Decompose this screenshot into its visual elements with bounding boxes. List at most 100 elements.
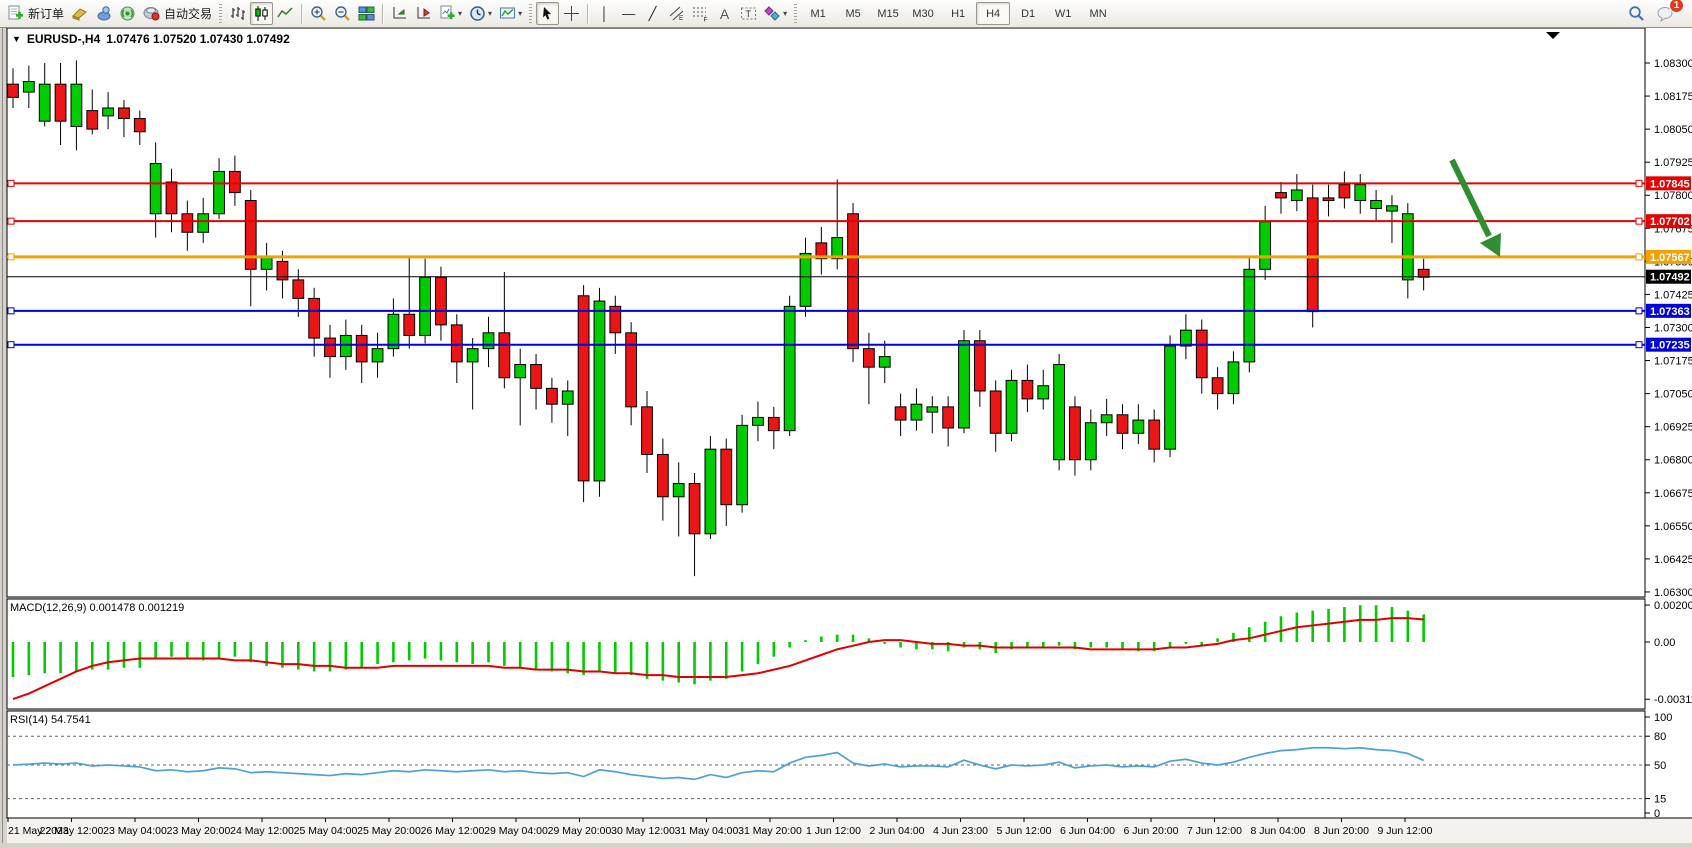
time-axis-label: 7 Jun 12:00 xyxy=(1187,825,1242,837)
time-axis-label: 29 May 20:00 xyxy=(548,825,612,837)
chart-symbol-period: EURUSD-,H4 xyxy=(26,32,101,46)
candle-body xyxy=(973,340,986,392)
channel-button[interactable]: E xyxy=(665,2,688,25)
new-chart-button[interactable]: ▾ xyxy=(436,2,465,25)
time-axis-label: 4 Jun 23:00 xyxy=(933,825,988,837)
timeframe-button-H1[interactable]: H1 xyxy=(951,7,966,20)
candle-body xyxy=(847,213,859,350)
chat-bubble-icon xyxy=(1657,7,1673,22)
line-anchor[interactable] xyxy=(1635,253,1643,261)
candle-body xyxy=(546,387,558,405)
price-tag xyxy=(1646,269,1691,284)
candle-body xyxy=(1069,406,1081,461)
text-label-button[interactable]: T xyxy=(737,2,760,25)
candle-body xyxy=(102,107,114,117)
timeframe-button-M15[interactable]: M15 xyxy=(877,7,899,20)
candle-body xyxy=(752,416,764,426)
fibonacci-button[interactable]: F xyxy=(689,2,712,25)
candle-body xyxy=(482,332,495,350)
chart-dropdown-icon[interactable]: ▼ xyxy=(12,34,21,44)
candle-body xyxy=(1227,361,1240,395)
search-button[interactable] xyxy=(1625,2,1648,25)
timeframe-button-M30[interactable]: M30 xyxy=(912,7,934,20)
candle-body xyxy=(387,313,400,350)
candle-body xyxy=(118,107,130,120)
chart-canvas[interactable]: 1.083001.081751.080501.079251.078001.076… xyxy=(0,27,1692,843)
line-anchor[interactable] xyxy=(1635,341,1643,349)
notifications-button[interactable]: 1 xyxy=(1654,0,1684,25)
timeframe-button-H4[interactable]: H4 xyxy=(976,2,1011,25)
toolbar-grip xyxy=(219,3,223,24)
toolbar-separator xyxy=(587,3,590,24)
line-anchor[interactable] xyxy=(7,307,15,315)
line-anchor[interactable] xyxy=(1635,307,1643,315)
periods-button[interactable]: ▾ xyxy=(466,2,495,25)
line-anchor[interactable] xyxy=(7,217,15,225)
arrows-icon xyxy=(764,6,780,21)
time-axis-label: 29 May 04:00 xyxy=(484,825,548,837)
horizontal-line-button[interactable]: — xyxy=(617,2,640,25)
time-axis-label: 24 May 12:00 xyxy=(230,825,294,837)
timeframe-button-M1[interactable]: M1 xyxy=(810,7,826,20)
timeframe-button-D1[interactable]: D1 xyxy=(1021,7,1036,20)
trendline-button[interactable]: ╱ xyxy=(641,2,664,25)
new-order-button[interactable]: 新订单 xyxy=(4,2,67,25)
candle-body xyxy=(863,348,875,368)
chart-area: 1.08300 1.08175 1.08050 1.07925 1.07800 1.076… xyxy=(0,27,1692,843)
indicators-button[interactable]: ▾ xyxy=(496,2,525,25)
cursor-button[interactable] xyxy=(536,2,560,25)
candlestick-chart-button[interactable] xyxy=(250,2,274,25)
candle-body xyxy=(514,364,527,379)
crosshair-button[interactable] xyxy=(560,2,583,25)
candle-body xyxy=(70,83,83,127)
zoom-in-button[interactable] xyxy=(307,2,330,25)
line-anchor[interactable] xyxy=(1635,217,1643,225)
candle-body xyxy=(656,453,669,498)
indicators-icon xyxy=(500,7,516,19)
candle-body xyxy=(466,348,479,363)
trend-arrow-annotation[interactable] xyxy=(1449,158,1501,257)
tile-windows-button[interactable] xyxy=(355,2,378,25)
macd-label: MACD(12,26,9) 0.001478 0.001219 xyxy=(10,602,185,614)
line-chart-button[interactable] xyxy=(274,2,297,25)
auto-scroll-button[interactable] xyxy=(388,2,411,25)
candle-body xyxy=(1417,268,1430,278)
line-anchor[interactable] xyxy=(7,341,15,349)
toolbar-grip xyxy=(529,3,533,24)
signal-icon xyxy=(120,6,135,21)
line-anchor[interactable] xyxy=(7,253,15,261)
candle-body xyxy=(308,297,321,339)
timeframe-button-M5[interactable]: M5 xyxy=(845,7,861,20)
cursor-icon xyxy=(543,7,552,20)
chart-shift-marker[interactable] xyxy=(1546,32,1560,39)
line-anchor[interactable] xyxy=(1635,179,1643,187)
auto-trading-label: 自动交易 xyxy=(164,7,213,21)
auto-trading-button[interactable]: 自动交易 xyxy=(140,2,215,25)
candle-body xyxy=(403,313,416,336)
community-button[interactable] xyxy=(92,2,115,25)
zoom-out-button[interactable] xyxy=(331,2,354,25)
price-tick-label: 1.06675 xyxy=(1654,488,1692,500)
candle-body xyxy=(1037,385,1050,400)
signals-button[interactable] xyxy=(116,2,139,25)
vertical-line-button[interactable]: │ xyxy=(593,2,616,25)
tile-windows-icon xyxy=(358,6,375,21)
text-button[interactable]: A xyxy=(713,2,736,25)
arrows-button[interactable]: ▾ xyxy=(761,2,790,25)
zoom-in-icon xyxy=(311,6,326,21)
candle-body xyxy=(1164,345,1176,450)
line-anchor[interactable] xyxy=(7,179,15,187)
timeframe-button-W1[interactable]: W1 xyxy=(1054,7,1072,20)
candle-body xyxy=(641,406,653,455)
candle-body xyxy=(926,406,939,413)
bar-chart-button[interactable] xyxy=(226,2,249,25)
timeframe-button-MN[interactable]: MN xyxy=(1089,7,1107,20)
chart-shift-button[interactable] xyxy=(412,2,435,25)
price-tick-label: 1.07050 xyxy=(1654,389,1692,401)
price-tick-label: 1.07925 xyxy=(1654,157,1692,169)
chevron-down-icon: ▾ xyxy=(488,9,493,18)
styler-button[interactable] xyxy=(68,2,91,25)
auto-trading-icon xyxy=(143,7,160,21)
price-tick-label: 1.07175 xyxy=(1654,356,1692,368)
chart-title: ▼ EURUSD-,H4 1.07476 1.07520 1.07430 1.0… xyxy=(12,32,290,46)
